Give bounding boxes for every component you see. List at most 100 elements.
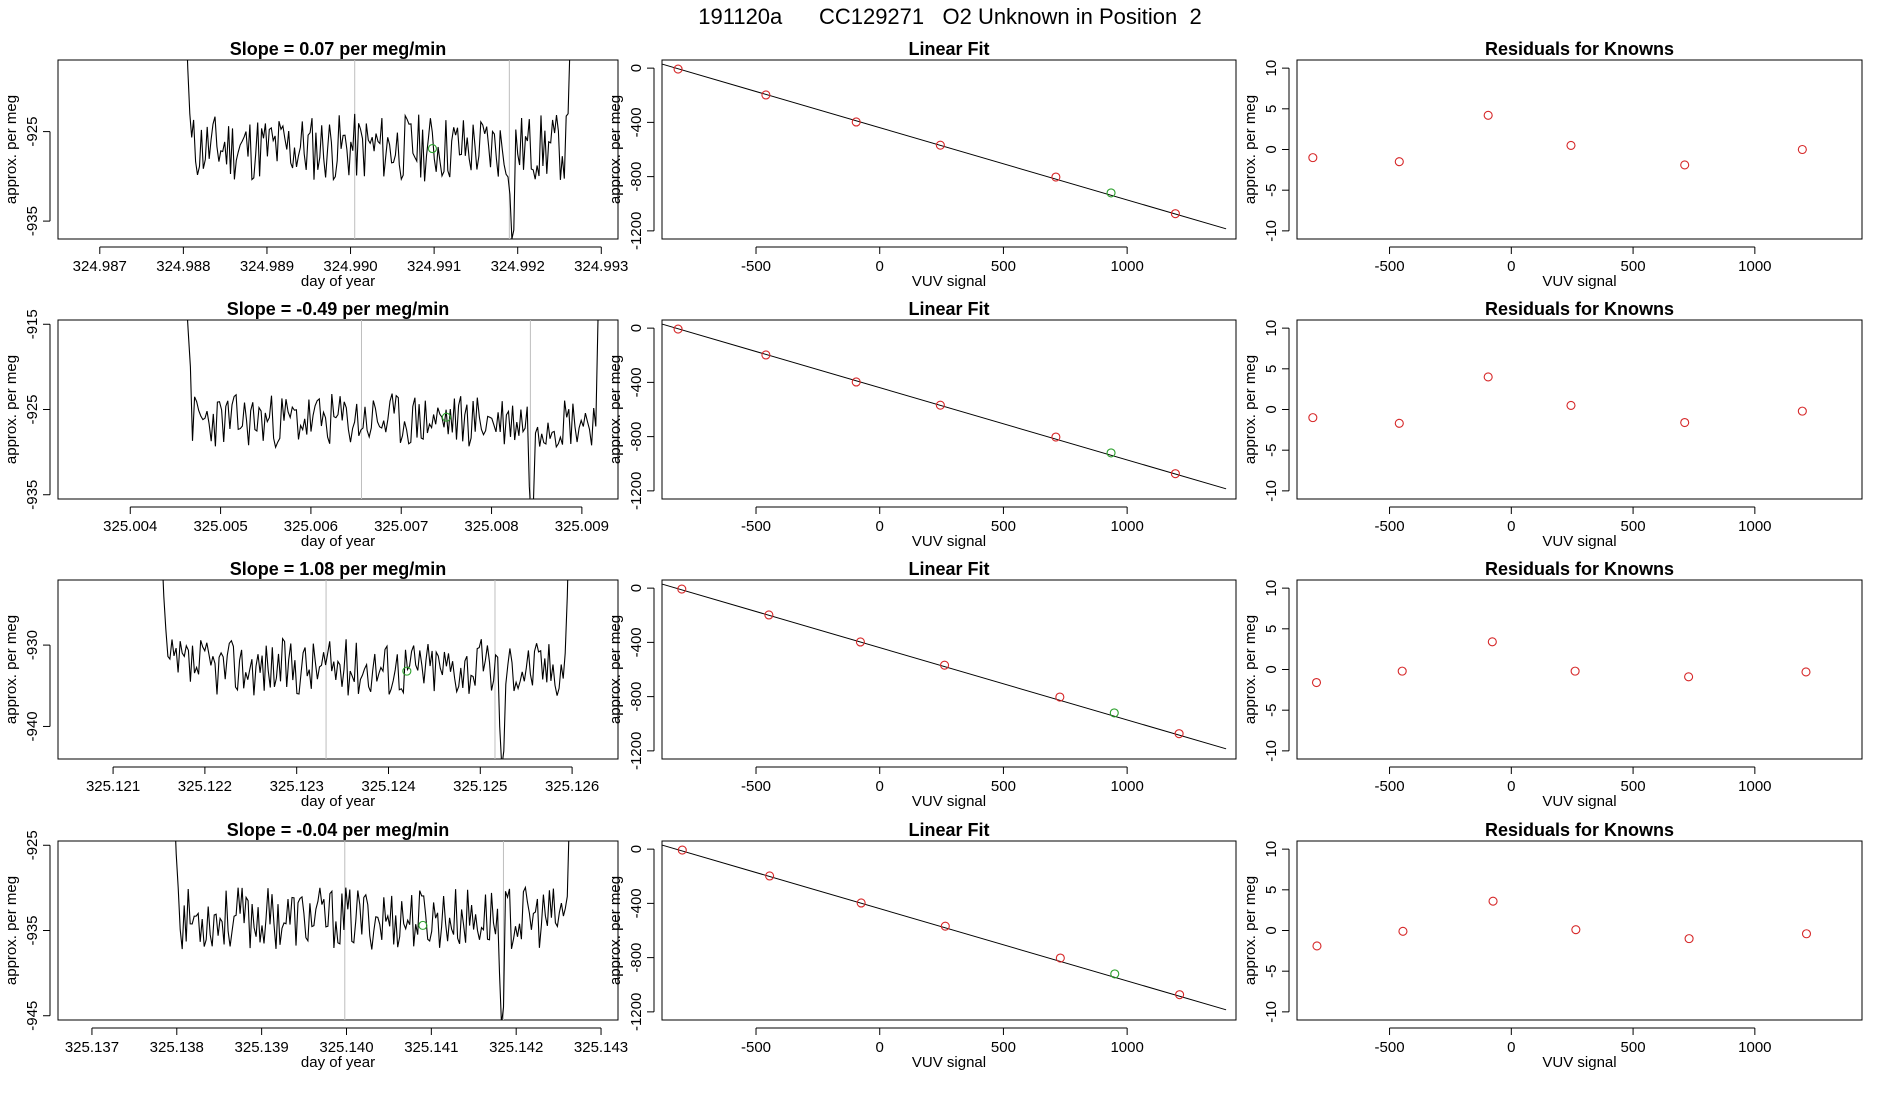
y-axis-label: approx. per meg <box>607 876 624 985</box>
x-axis-label: VUV signal <box>1542 273 1616 290</box>
y-tick-label: 0 <box>1263 145 1280 153</box>
known-point <box>1051 432 1061 442</box>
y-tick-label: -800 <box>628 943 645 973</box>
y-tick-label: -800 <box>628 682 645 712</box>
unknown-point <box>402 666 412 676</box>
plot-frame <box>57 579 619 760</box>
x-tick-label: 325.139 <box>235 1039 289 1056</box>
known-point <box>1175 990 1185 1000</box>
y-tick-label: -10 <box>1263 1001 1280 1023</box>
y-tick-label: -5 <box>1263 184 1280 197</box>
x-tick-label: 0 <box>876 1039 884 1056</box>
y-tick-label: -940 <box>24 711 41 741</box>
plot-frame <box>661 579 1237 760</box>
y-tick-label: -935 <box>24 206 41 236</box>
y-axis-label: approx. per meg <box>607 615 624 724</box>
y-tick-label: 0 <box>1263 405 1280 413</box>
slope-title: Slope = -0.04 per meg/min <box>227 820 450 840</box>
residual-point <box>1483 372 1493 382</box>
y-axis-label: approx. per meg <box>1242 876 1259 985</box>
y-tick-label: -935 <box>24 915 41 945</box>
y-axis-label: approx. per meg <box>1242 615 1259 724</box>
time-series-line <box>162 580 569 759</box>
slope-title: Slope = -0.49 per meg/min <box>227 299 450 319</box>
plot-frame <box>1296 319 1863 500</box>
time-series-line <box>186 60 571 239</box>
y-tick-label: -400 <box>628 888 645 918</box>
x-tick-label: 324.989 <box>240 258 294 275</box>
x-tick-label: 1000 <box>1738 1039 1771 1056</box>
known-point <box>855 637 865 647</box>
x-tick-label: 325.008 <box>464 518 518 535</box>
x-tick-label: 0 <box>1507 1039 1515 1056</box>
y-tick-label: -925 <box>24 830 41 860</box>
y-axis-label: approx. per meg <box>3 95 20 204</box>
y-tick-label: -915 <box>24 309 41 339</box>
x-tick-label: 0 <box>1507 778 1515 795</box>
time-series-line <box>186 320 599 499</box>
x-tick-label: 0 <box>876 258 884 275</box>
plot-frame <box>661 840 1237 1021</box>
x-tick-label: 324.987 <box>73 258 127 275</box>
unknown-point <box>1110 969 1120 979</box>
residual-point <box>1566 140 1576 150</box>
known-point <box>1051 172 1061 182</box>
time-series-area <box>162 580 569 759</box>
residual-point <box>1566 400 1576 410</box>
x-tick-label: 324.988 <box>156 258 210 275</box>
x-tick-label: -500 <box>741 518 771 535</box>
y-tick-label: -800 <box>628 162 645 192</box>
y-tick-label: -945 <box>24 1001 41 1031</box>
x-tick-label: 325.007 <box>374 518 428 535</box>
x-tick-label: 500 <box>991 778 1016 795</box>
time-series-area <box>175 841 570 1020</box>
known-point <box>761 90 771 100</box>
y-tick-label: 0 <box>628 584 645 592</box>
known-point <box>851 117 861 127</box>
x-tick-label: -500 <box>1375 258 1405 275</box>
time-series-panel: 324.987 324.988 324.989 324.990 324.991 324.9… <box>3 39 628 290</box>
y-axis-label: approx. per meg <box>1242 95 1259 204</box>
linear-fit-panel: -500 0 500 1000 0 -400 -800 -1200 Linear Fit VUV … <box>607 39 1237 290</box>
residual-point <box>1488 896 1498 906</box>
residual-point <box>1312 941 1322 951</box>
plot-frame <box>1296 59 1863 240</box>
y-axis-label: approx. per meg <box>3 876 20 985</box>
y-tick-label: 10 <box>1263 320 1280 337</box>
known-point <box>673 64 683 74</box>
y-tick-label: -10 <box>1263 740 1280 762</box>
time-series-line <box>175 841 570 1020</box>
x-tick-label: 325.125 <box>453 778 507 795</box>
x-axis-label: day of year <box>301 533 375 550</box>
time-series-area <box>186 60 571 239</box>
known-point <box>1170 469 1180 479</box>
x-tick-label: 325.124 <box>361 778 415 795</box>
x-tick-label: 0 <box>876 518 884 535</box>
residual-point <box>1684 672 1694 682</box>
x-axis-label: VUV signal <box>1542 1054 1616 1071</box>
y-axis-label: approx. per meg <box>607 95 624 204</box>
x-tick-label: 324.991 <box>407 258 461 275</box>
y-tick-label: 10 <box>1263 580 1280 597</box>
x-tick-label: 500 <box>1621 1039 1646 1056</box>
unknown-point <box>1106 448 1116 458</box>
known-point <box>939 660 950 670</box>
known-point <box>677 845 687 855</box>
residuals-title: Residuals for Knowns <box>1485 39 1674 59</box>
x-tick-label: 325.123 <box>270 778 324 795</box>
known-point <box>851 377 861 387</box>
residual-point <box>1308 413 1318 423</box>
y-tick-label: -925 <box>24 394 41 424</box>
slope-title: Slope = 1.08 per meg/min <box>230 559 447 579</box>
plot-frame <box>661 59 1237 240</box>
y-tick-label: 0 <box>628 64 645 72</box>
unknown-point <box>1109 708 1119 718</box>
slope-title: Slope = 0.07 per meg/min <box>230 39 447 59</box>
residual-point <box>1394 157 1404 167</box>
residual-point <box>1797 406 1807 416</box>
time-series-panel: 325.137 325.138 325.139 325.140 325.141 325.1… <box>3 820 628 1071</box>
x-tick-label: -500 <box>1375 778 1405 795</box>
x-tick-label: 1000 <box>1110 258 1143 275</box>
linear-fit-panel: -500 0 500 1000 0 -400 -800 -1200 Linear Fit VUV … <box>607 820 1237 1071</box>
y-axis-label: approx. per meg <box>607 355 624 464</box>
